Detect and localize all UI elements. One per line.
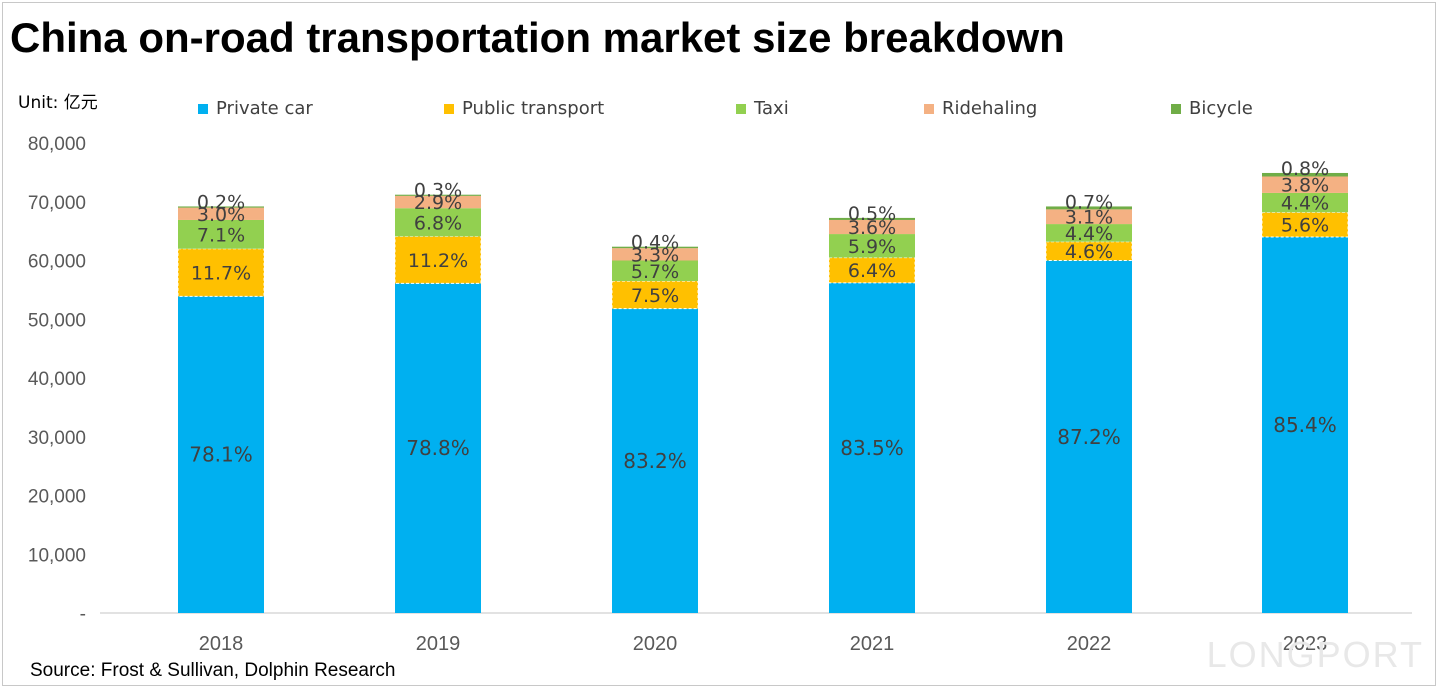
data-label-public-transport-2018: 11.7% (191, 263, 251, 285)
data-label-bicycle-2023: 0.8% (1281, 158, 1329, 180)
legend-label-private-car: Private car (216, 98, 313, 119)
bar-ridehailing-2020 (612, 248, 698, 261)
legend-swatch-private-car (198, 103, 208, 114)
y-tick-label: - (80, 604, 86, 625)
bar-taxi-2021 (829, 234, 915, 258)
watermark-logo: LONGPORT (1206, 634, 1424, 675)
legend-item-ridehailing: Ridehaling (924, 98, 1037, 119)
data-label-bicycle-2018: 0.2% (197, 191, 245, 213)
chart-title: China on-road transportation market size… (10, 14, 1065, 61)
y-tick-label: 80,000 (28, 134, 86, 155)
data-label-private-car-2021: 83.5% (840, 436, 904, 460)
y-tick-label: 70,000 (28, 193, 86, 214)
bar-private-car-2019 (395, 283, 481, 613)
bar-ridehailing-2021 (829, 219, 915, 235)
data-label-taxi-2018: 7.1% (197, 224, 245, 246)
bar-taxi-2020 (612, 260, 698, 282)
y-tick-label: 50,000 (28, 310, 86, 331)
x-tick-label-2018: 2018 (199, 633, 244, 655)
data-label-taxi-2019: 6.8% (414, 212, 462, 234)
bar-private-car-2020 (612, 308, 698, 613)
bar-ridehailing-2018 (178, 207, 264, 220)
data-label-public-transport-2023: 5.6% (1281, 215, 1329, 237)
data-label-taxi-2021: 5.9% (848, 236, 896, 258)
x-tick-label-2021: 2021 (850, 633, 895, 655)
data-label-ridehailing-2022: 3.1% (1065, 207, 1113, 229)
legend-label-bicycle: Bicycle (1189, 98, 1253, 119)
legend-swatch-taxi (736, 103, 746, 114)
data-label-private-car-2020: 83.2% (623, 449, 687, 473)
data-label-ridehailing-2023: 3.8% (1281, 175, 1329, 197)
x-tick-label-2022: 2022 (1067, 633, 1112, 655)
bar-private-car-2018 (178, 296, 264, 613)
x-tick-label-2020: 2020 (633, 633, 678, 655)
bar-bicycle-2021 (829, 217, 915, 220)
data-label-public-transport-2020: 7.5% (631, 285, 679, 307)
y-tick-label: 40,000 (28, 369, 86, 390)
y-tick-label: 10,000 (28, 545, 86, 566)
legend-swatch-ridehailing (924, 103, 934, 114)
data-label-bicycle-2019: 0.3% (414, 180, 462, 202)
data-label-private-car-2023: 85.4% (1273, 413, 1337, 437)
data-label-private-car-2018: 78.1% (189, 443, 253, 467)
bar-bicycle-2022 (1046, 206, 1132, 210)
data-label-private-car-2019: 78.8% (406, 436, 470, 460)
data-label-ridehailing-2020: 3.3% (631, 244, 679, 266)
legend-label-public-transport: Public transport (462, 98, 605, 119)
data-label-private-car-2022: 87.2% (1057, 425, 1121, 449)
data-label-taxi-2022: 4.4% (1065, 223, 1113, 245)
legend-item-bicycle: Bicycle (1171, 98, 1253, 119)
y-tick-label: 60,000 (28, 252, 86, 273)
bar-taxi-2019 (395, 208, 481, 237)
x-tick-label-2023: 2023 (1283, 633, 1328, 655)
y-tick-label: 20,000 (28, 487, 86, 508)
data-label-bicycle-2022: 0.7% (1065, 191, 1113, 213)
unit-label: Unit: 亿元 (18, 93, 98, 113)
source-note: Source: Frost & Sullivan, Dolphin Resear… (30, 660, 396, 681)
bar-ridehailing-2019 (395, 195, 481, 209)
data-label-taxi-2023: 4.4% (1281, 193, 1329, 215)
data-label-public-transport-2021: 6.4% (848, 260, 896, 282)
bar-public-transport-2019 (394, 235, 482, 284)
bar-taxi-2018 (178, 219, 264, 249)
data-label-ridehailing-2019: 2.9% (414, 192, 462, 214)
legend: Private car Public transport Taxi Rideha… (0, 98, 1440, 122)
bar-bicycle-2023 (1262, 172, 1348, 177)
bar-ridehailing-2023 (1262, 176, 1348, 193)
legend-label-taxi: Taxi (754, 98, 789, 119)
bar-taxi-2023 (1262, 192, 1348, 213)
data-label-bicycle-2020: 0.4% (631, 232, 679, 254)
bar-private-car-2021 (829, 282, 915, 613)
bar-ridehailing-2022 (1046, 209, 1132, 225)
legend-item-taxi: Taxi (736, 98, 789, 119)
bar-taxi-2022 (1046, 224, 1132, 242)
bar-bicycle-2018 (178, 206, 264, 208)
legend-label-ridehailing: Ridehaling (942, 98, 1038, 119)
x-tick-label-2019: 2019 (416, 633, 461, 655)
data-label-public-transport-2022: 4.6% (1065, 241, 1113, 263)
legend-swatch-public-transport (444, 103, 454, 114)
data-label-public-transport-2019: 11.2% (408, 250, 468, 272)
bar-bicycle-2019 (395, 194, 481, 196)
data-label-taxi-2020: 5.7% (631, 261, 679, 283)
bar-bicycle-2020 (612, 246, 698, 249)
legend-swatch-bicycle (1171, 103, 1181, 114)
legend-item-public-transport: Public transport (444, 98, 604, 119)
bar-private-car-2022 (1046, 260, 1132, 613)
y-tick-label: 30,000 (28, 428, 86, 449)
bar-private-car-2023 (1262, 237, 1348, 613)
legend-item-private-car: Private car (198, 98, 313, 119)
data-label-ridehailing-2018: 3.0% (197, 204, 245, 226)
data-label-ridehailing-2021: 3.6% (848, 217, 896, 239)
data-label-bicycle-2021: 0.5% (848, 203, 896, 225)
